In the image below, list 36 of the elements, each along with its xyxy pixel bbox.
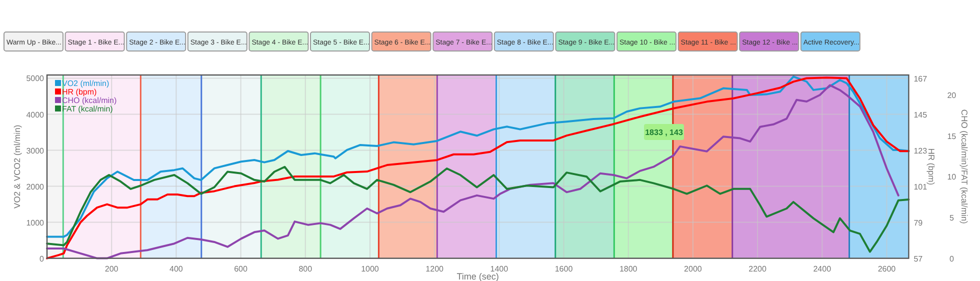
x-tick-label: 200 (104, 264, 119, 274)
y2-tick-label: 79 (914, 218, 924, 228)
x-tick-label: 400 (170, 264, 184, 274)
y2-tick-label: 145 (914, 110, 928, 120)
x-tick-label: 1200 (426, 264, 444, 274)
y3-axis-title: CHO (kcal/min)/FAT (kcal/min) (960, 109, 970, 224)
x-tick-label: 600 (234, 264, 248, 274)
y2-axis-title: HR (bpm) (926, 148, 937, 186)
y-tick-label: 5000 (26, 74, 45, 84)
y-axis-title: VO2 & VCO2 (ml/min) (12, 124, 22, 208)
y3-tick-label: 15 (947, 132, 957, 141)
y-tick-label: 1000 (26, 218, 45, 228)
y3-tick-label: 5 (949, 213, 954, 222)
y3-tick-label: 10 (947, 172, 957, 182)
x-axis-title: Time (sec) (456, 271, 499, 281)
x-tick-label: 1800 (619, 264, 638, 274)
x-tick-label: 2600 (878, 264, 896, 274)
y2-tick-label: 57 (914, 254, 924, 264)
y2-tick-label: 101 (914, 182, 928, 192)
line-series (46, 166, 910, 253)
x-tick-label: 800 (298, 264, 313, 274)
y3-tick-label: 0 (949, 254, 954, 264)
y-tick-label: 2000 (26, 182, 45, 192)
x-tick-label: 1400 (490, 264, 509, 274)
x-tick-label: 2000 (684, 264, 702, 274)
y2-tick-label: 167 (914, 74, 928, 84)
x-tick-label: 2200 (748, 264, 767, 274)
y-tick-label: 0 (40, 254, 45, 264)
x-tick-label: 1600 (554, 264, 574, 274)
x-tick-label: 2400 (813, 264, 832, 274)
y2-tick-label: 123 (914, 146, 928, 156)
x-tick-label: 1000 (361, 264, 380, 274)
y-tick-label: 3000 (26, 146, 45, 156)
y3-tick-label: 20 (947, 91, 957, 100)
annotation: 1833 , 143 (645, 128, 684, 137)
y-tick-label: 4000 (26, 110, 45, 120)
